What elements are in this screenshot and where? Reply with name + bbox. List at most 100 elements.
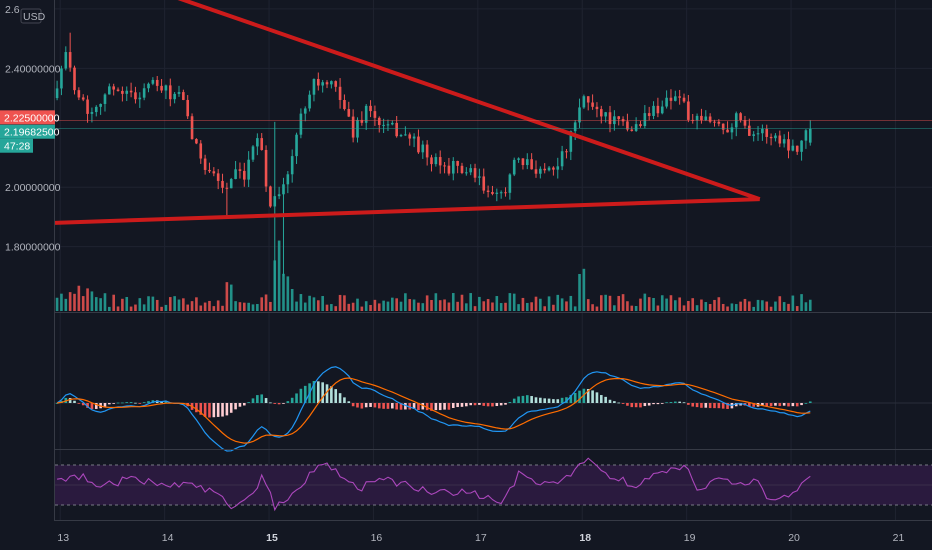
- candle-body[interactable]: [552, 167, 555, 170]
- candle-body[interactable]: [286, 174, 290, 185]
- candle-body[interactable]: [73, 67, 76, 91]
- candle-body[interactable]: [739, 113, 742, 121]
- candle-body[interactable]: [55, 88, 59, 99]
- candle-body[interactable]: [791, 145, 795, 151]
- candle-body[interactable]: [155, 79, 159, 86]
- candle-body[interactable]: [774, 135, 777, 139]
- candle-body[interactable]: [460, 165, 464, 173]
- candle-body[interactable]: [334, 81, 338, 87]
- candle-body[interactable]: [234, 169, 237, 180]
- support-trendline[interactable]: [54, 197, 760, 225]
- candle-body[interactable]: [586, 96, 590, 103]
- candle-body[interactable]: [321, 82, 324, 86]
- candle-body[interactable]: [795, 145, 799, 152]
- candle-body[interactable]: [669, 97, 673, 101]
- candle-body[interactable]: [108, 86, 111, 95]
- candle-body[interactable]: [408, 134, 412, 139]
- candle-body[interactable]: [730, 127, 734, 133]
- candle-body[interactable]: [556, 166, 560, 170]
- candle-body[interactable]: [591, 102, 594, 107]
- candle-body[interactable]: [295, 134, 298, 157]
- candle-body[interactable]: [99, 103, 102, 107]
- candle-body[interactable]: [399, 135, 403, 137]
- candle-body[interactable]: [351, 116, 355, 138]
- currency-badge[interactable]: [20, 8, 42, 24]
- candle-body[interactable]: [630, 129, 634, 131]
- candle-body[interactable]: [808, 128, 812, 143]
- candle-body[interactable]: [177, 92, 181, 94]
- panel-separators[interactable]: [0, 0, 932, 521]
- candle-body[interactable]: [617, 116, 621, 120]
- candle-body[interactable]: [604, 112, 607, 117]
- candle-body[interactable]: [665, 97, 668, 107]
- candle-body[interactable]: [151, 79, 155, 84]
- candle-body[interactable]: [465, 172, 468, 174]
- candle-body[interactable]: [121, 90, 124, 94]
- candle-body[interactable]: [412, 136, 416, 139]
- candle-body[interactable]: [678, 96, 681, 98]
- candle-body[interactable]: [599, 109, 603, 117]
- candle-body[interactable]: [660, 106, 664, 114]
- candle-body[interactable]: [765, 128, 769, 137]
- candle-body[interactable]: [438, 157, 442, 166]
- candle-body[interactable]: [103, 94, 107, 104]
- candle-body[interactable]: [434, 157, 438, 165]
- candle-body[interactable]: [147, 83, 150, 89]
- candle-body[interactable]: [168, 85, 172, 100]
- candle-body[interactable]: [560, 151, 564, 167]
- candle-body[interactable]: [430, 157, 433, 165]
- candle-body[interactable]: [565, 151, 568, 153]
- candle-body[interactable]: [521, 158, 525, 166]
- candle-body[interactable]: [60, 68, 63, 89]
- candle-body[interactable]: [238, 169, 242, 171]
- candle-body[interactable]: [525, 159, 529, 166]
- candle-body[interactable]: [504, 192, 507, 194]
- candle-body[interactable]: [713, 121, 716, 123]
- candle-body[interactable]: [643, 113, 647, 127]
- candle-body[interactable]: [312, 79, 316, 95]
- candle-body[interactable]: [195, 139, 198, 144]
- candle-body[interactable]: [425, 144, 429, 158]
- triangle-trendlines[interactable]: [54, 0, 761, 225]
- candle-body[interactable]: [303, 108, 307, 114]
- candle-body[interactable]: [68, 52, 72, 68]
- candle-body[interactable]: [251, 146, 255, 160]
- candle-body[interactable]: [787, 139, 790, 151]
- candle-body[interactable]: [800, 140, 803, 152]
- candle-body[interactable]: [269, 186, 272, 207]
- candle-body[interactable]: [212, 171, 216, 174]
- candle-body[interactable]: [81, 97, 85, 100]
- candle-body[interactable]: [482, 176, 486, 191]
- candle-body[interactable]: [199, 143, 203, 159]
- candle-body[interactable]: [748, 125, 751, 136]
- candle-body[interactable]: [256, 138, 259, 147]
- candle-body[interactable]: [260, 138, 264, 150]
- candle-body[interactable]: [242, 170, 246, 180]
- candle-body[interactable]: [778, 135, 782, 144]
- candle-body[interactable]: [360, 119, 364, 123]
- candle-body[interactable]: [539, 168, 542, 174]
- candle-body[interactable]: [395, 122, 398, 137]
- candle-body[interactable]: [700, 115, 703, 121]
- candle-body[interactable]: [761, 128, 764, 134]
- candle-body[interactable]: [229, 179, 233, 189]
- candle-body[interactable]: [626, 121, 629, 130]
- candle-body[interactable]: [277, 194, 281, 197]
- candle-body[interactable]: [86, 99, 89, 114]
- candle-body[interactable]: [647, 113, 651, 116]
- candle-body[interactable]: [530, 159, 533, 170]
- candle-body[interactable]: [451, 160, 455, 174]
- candle-body[interactable]: [347, 109, 351, 117]
- candle-body[interactable]: [421, 144, 425, 153]
- resistance-trendline[interactable]: [175, 0, 761, 201]
- time-axis[interactable]: 13 14 15 16 17 18 19 20 21: [0, 521, 932, 550]
- candle-body[interactable]: [695, 115, 699, 121]
- candle-body[interactable]: [203, 158, 207, 170]
- candle-body[interactable]: [547, 167, 551, 171]
- candle-body[interactable]: [77, 90, 81, 98]
- candle-body[interactable]: [495, 192, 499, 194]
- candle-body[interactable]: [134, 92, 137, 100]
- candle-body[interactable]: [173, 93, 176, 100]
- candle-body[interactable]: [90, 112, 94, 114]
- candle-body[interactable]: [704, 116, 708, 121]
